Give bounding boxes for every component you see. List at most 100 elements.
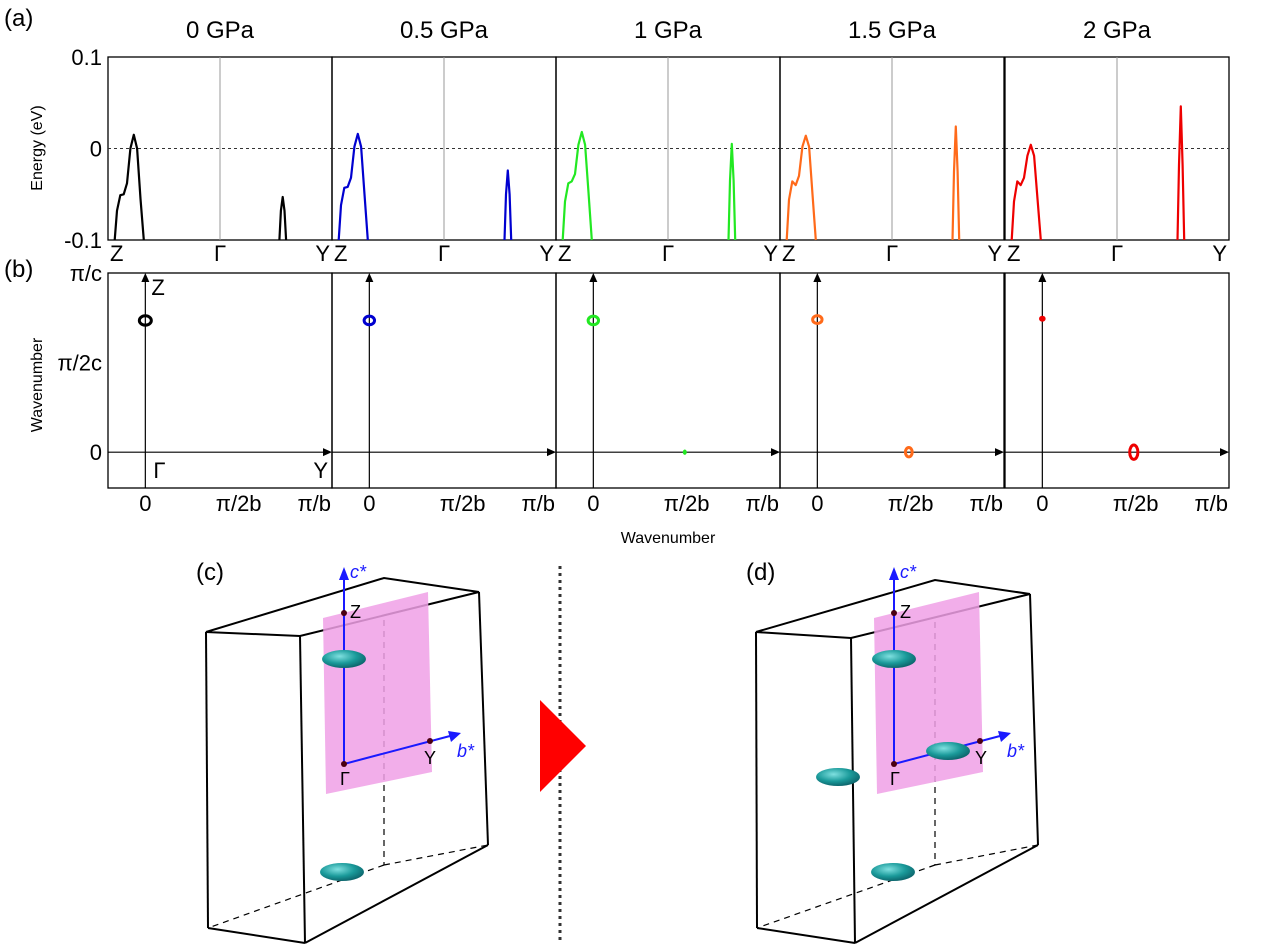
wavenumber-x-axis-label: Wavenumber <box>621 530 716 547</box>
wavenumber-x-tick-label: π/2b <box>216 491 262 516</box>
fermi-pocket <box>1039 315 1046 322</box>
kpoint-tick-label: Y <box>539 241 554 266</box>
wavenumber-x-tick-label: π/b <box>1194 491 1228 516</box>
fermi-pocket <box>362 314 377 327</box>
kz-axis-arrow-icon <box>813 273 822 282</box>
ky-axis-arrow-icon <box>995 448 1004 457</box>
electron-pocket-top <box>872 650 916 668</box>
brillouin-zone-d: c* b* Z Y Γ <box>755 562 1039 944</box>
axis-gamma-label: Γ <box>153 458 165 483</box>
ky-axis-arrow-icon <box>323 448 332 457</box>
band-line <box>503 169 513 241</box>
wavenumber-x-tick-label: π/2b <box>888 491 934 516</box>
band-line <box>1010 143 1042 241</box>
axis-b-star-label: b* <box>457 741 475 761</box>
axis-b-star-label: b* <box>1007 741 1025 761</box>
axis-y-label: Y <box>313 458 328 483</box>
fermi-surface-panel: 0 π/2b π/b Z Γ Yπ/c π/2c 0 0 π/2b π/b 0 π/2b π/b 0 π/2b… <box>57 261 1230 516</box>
band-line <box>113 133 145 241</box>
pressure-title: 2 GPa <box>1083 17 1152 44</box>
kz-axis-arrow-icon <box>1038 273 1047 282</box>
pressure-title: 0 GPa <box>186 17 255 44</box>
energy-tick-label: -0.1 <box>64 228 102 253</box>
kpoint-tick-label: Y <box>1212 241 1227 266</box>
fermi-pocket <box>586 314 601 327</box>
kz-ky-plane <box>874 592 983 794</box>
fermi-panel-frame <box>555 272 781 489</box>
wavenumber-x-tick-label: 0 <box>587 491 599 516</box>
electron-pocket-bottom <box>871 863 915 881</box>
band-line <box>785 134 817 241</box>
axis-c-star-label: c* <box>900 562 917 582</box>
wavenumber-x-tick-label: 0 <box>363 491 375 516</box>
point-y-label: Y <box>424 748 436 768</box>
axis-z-label: Z <box>151 275 164 300</box>
wavenumber-x-tick-label: π/2b <box>664 491 710 516</box>
band-line <box>951 125 961 241</box>
electron-pocket-left <box>816 768 860 786</box>
fermi-panel-frame <box>1004 272 1230 489</box>
wavenumber-x-tick-label: π/b <box>297 491 331 516</box>
kz-ky-plane <box>323 592 432 794</box>
wavenumber-y-tick-label: 0 <box>90 440 102 465</box>
wavenumber-x-tick-label: 0 <box>139 491 151 516</box>
kpoint-tick-label: Y <box>315 241 330 266</box>
wavenumber-y-tick-label: π/c <box>70 261 102 286</box>
ky-axis-arrow-icon <box>547 448 556 457</box>
kpoint-tick-label: Y <box>987 241 1002 266</box>
kpoint-tick-label: Z <box>1007 241 1020 266</box>
wavenumber-x-tick-label: π/2b <box>1113 491 1159 516</box>
wavenumber-x-tick-label: π/2b <box>440 491 486 516</box>
kpoint-tick-label: Z <box>334 241 347 266</box>
wavenumber-x-tick-label: π/b <box>745 491 779 516</box>
band-line <box>561 130 593 241</box>
point-gamma-label: Γ <box>340 769 350 789</box>
fermi-panel-frame <box>107 272 333 489</box>
fermi-pocket <box>903 445 914 459</box>
kz-axis-arrow-icon <box>589 273 598 282</box>
ky-axis-arrow-icon <box>1220 448 1229 457</box>
panel-label-d: (d) <box>746 559 775 586</box>
point-z-label: Z <box>350 602 361 622</box>
kpoint-tick-label: Z <box>782 241 795 266</box>
wavenumber-x-tick-label: π/b <box>969 491 1003 516</box>
panel-label-c: (c) <box>196 559 224 586</box>
band-line <box>337 132 369 241</box>
pressure-title: 1 GPa <box>634 17 703 44</box>
energy-tick-label: 0 <box>90 137 102 162</box>
band-line <box>1176 105 1186 241</box>
kpoint-tick-label: Γ <box>214 241 226 266</box>
kpoint-tick-label: Γ <box>886 241 898 266</box>
point-gamma-label: Γ <box>890 769 900 789</box>
fermi-pocket <box>682 449 687 455</box>
energy-axis-label: Energy (eV) <box>29 105 46 190</box>
band-line <box>278 195 288 241</box>
wavenumber-x-tick-label: 0 <box>811 491 823 516</box>
ky-axis-arrow-icon <box>771 448 780 457</box>
wavenumber-y-axis-label: Wavenumber <box>29 337 46 432</box>
panel-label-a: (a) <box>4 5 33 32</box>
kpoint-tick-label: Z <box>558 241 571 266</box>
kpoint-tick-label: Γ <box>1111 241 1123 266</box>
point-y-label: Y <box>975 748 987 768</box>
fermi-panel-frame <box>779 272 1005 489</box>
kz-axis-arrow-icon <box>365 273 374 282</box>
wavenumber-y-tick-label: π/2c <box>57 351 102 376</box>
pressure-title: 0.5 GPa <box>400 17 489 44</box>
electron-pocket-near-y <box>926 742 970 760</box>
point-z-label: Z <box>900 602 911 622</box>
transition-arrow-icon <box>540 700 586 792</box>
panel-label-b: (b) <box>4 256 33 283</box>
brillouin-zone-c: c* b* Z Y Γ <box>205 562 489 944</box>
kz-axis-arrow-icon <box>141 273 150 282</box>
kpoint-tick-label: Y <box>763 241 778 266</box>
energy-tick-label: 0.1 <box>71 45 102 70</box>
band-line <box>727 142 737 241</box>
electron-pocket-top <box>322 650 366 668</box>
kpoint-tick-label: Z <box>110 241 123 266</box>
fermi-pocket <box>137 314 153 327</box>
kpoint-tick-label: Γ <box>662 241 674 266</box>
kpoint-tick-label: Γ <box>438 241 450 266</box>
pressure-title: 1.5 GPa <box>848 17 937 44</box>
